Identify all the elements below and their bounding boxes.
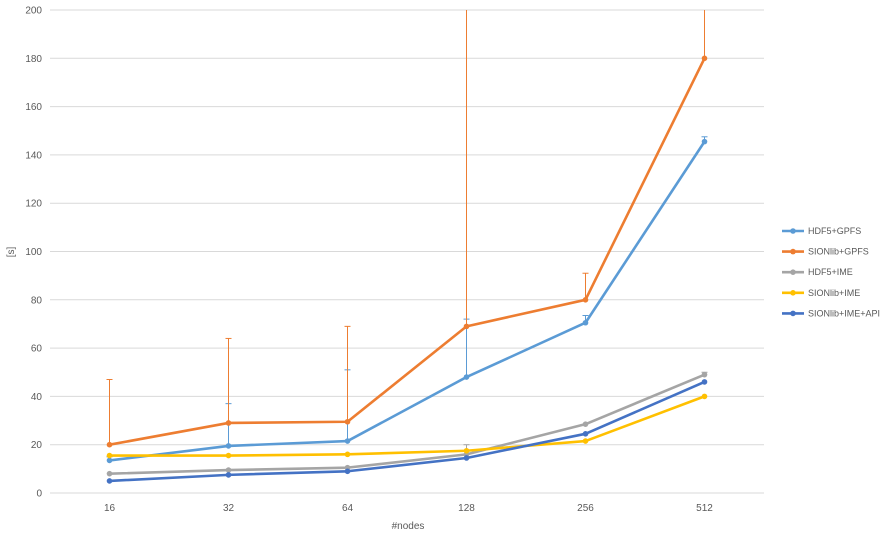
data-point: [344, 418, 351, 425]
y-axis-title: [s]: [6, 247, 17, 258]
legend-marker: [790, 228, 796, 234]
data-point: [463, 323, 470, 330]
data-point: [225, 452, 232, 459]
data-point: [701, 371, 708, 378]
series-line: [109, 57, 706, 446]
legend-marker: [790, 248, 796, 255]
data-point: [106, 457, 113, 464]
legend-marker: [790, 269, 796, 276]
x-tick-label: 16: [104, 503, 116, 514]
x-tick-label: 32: [223, 503, 235, 514]
legend-marker: [790, 290, 796, 296]
data-point: [225, 467, 232, 473]
data-point: [106, 452, 113, 459]
legend-marker: [790, 310, 796, 317]
legend-label: HDF5+GPFS: [808, 226, 861, 236]
data-point: [225, 472, 232, 478]
data-point: [582, 438, 589, 444]
y-tick-label: 40: [31, 392, 43, 403]
data-point: [701, 379, 708, 385]
y-axis-ticks: 0 20 40 60 80 100 120 140 160 180 200: [25, 6, 42, 500]
data-point: [701, 138, 708, 145]
data-point: [225, 420, 232, 426]
data-point: [582, 297, 589, 303]
series-lines: [106, 55, 708, 484]
y-tick-label: 0: [36, 489, 42, 500]
y-tick-label: 160: [25, 102, 42, 113]
series-line: [109, 395, 705, 457]
y-tick-label: 20: [31, 440, 43, 451]
gridlines: [50, 9, 764, 494]
data-point: [463, 374, 470, 380]
y-tick-label: 120: [25, 199, 42, 210]
legend-label: SIONlib+GPFS: [808, 247, 869, 257]
x-axis-ticks: 16 32 64 128 256 512: [104, 503, 713, 514]
data-point: [701, 393, 708, 400]
data-point: [582, 431, 589, 437]
data-point: [106, 441, 113, 448]
legend: HDF5+GPFS SIONlib+GPFS HDF5+IME SIONlib+IME…: [782, 226, 880, 318]
y-tick-label: 200: [25, 6, 42, 17]
x-tick-label: 256: [577, 503, 594, 514]
data-point: [106, 478, 113, 484]
x-tick-label: 128: [458, 503, 475, 514]
series-line: [109, 373, 705, 475]
data-point: [106, 470, 113, 477]
data-point: [463, 455, 470, 461]
y-tick-label: 100: [25, 247, 42, 258]
data-point: [582, 319, 589, 326]
data-point: [344, 451, 351, 458]
data-point: [344, 468, 351, 475]
legend-label: HDF5+IME: [808, 267, 853, 277]
y-tick-label: 180: [25, 54, 42, 65]
data-point: [701, 55, 708, 62]
data-point: [344, 438, 351, 444]
y-tick-label: 60: [31, 344, 43, 355]
legend-label: SIONlib+IME+API: [808, 308, 880, 318]
legend-label: SIONlib+IME: [808, 288, 860, 298]
data-point: [463, 447, 470, 454]
data-point: [582, 421, 589, 427]
x-tick-label: 64: [342, 503, 354, 514]
series-line: [109, 380, 706, 483]
series-line: [109, 140, 706, 462]
x-tick-label: 512: [696, 503, 713, 514]
x-axis-title: #nodes: [392, 521, 425, 532]
y-tick-label: 80: [31, 295, 43, 306]
y-tick-label: 140: [25, 150, 42, 161]
data-point: [225, 443, 232, 449]
